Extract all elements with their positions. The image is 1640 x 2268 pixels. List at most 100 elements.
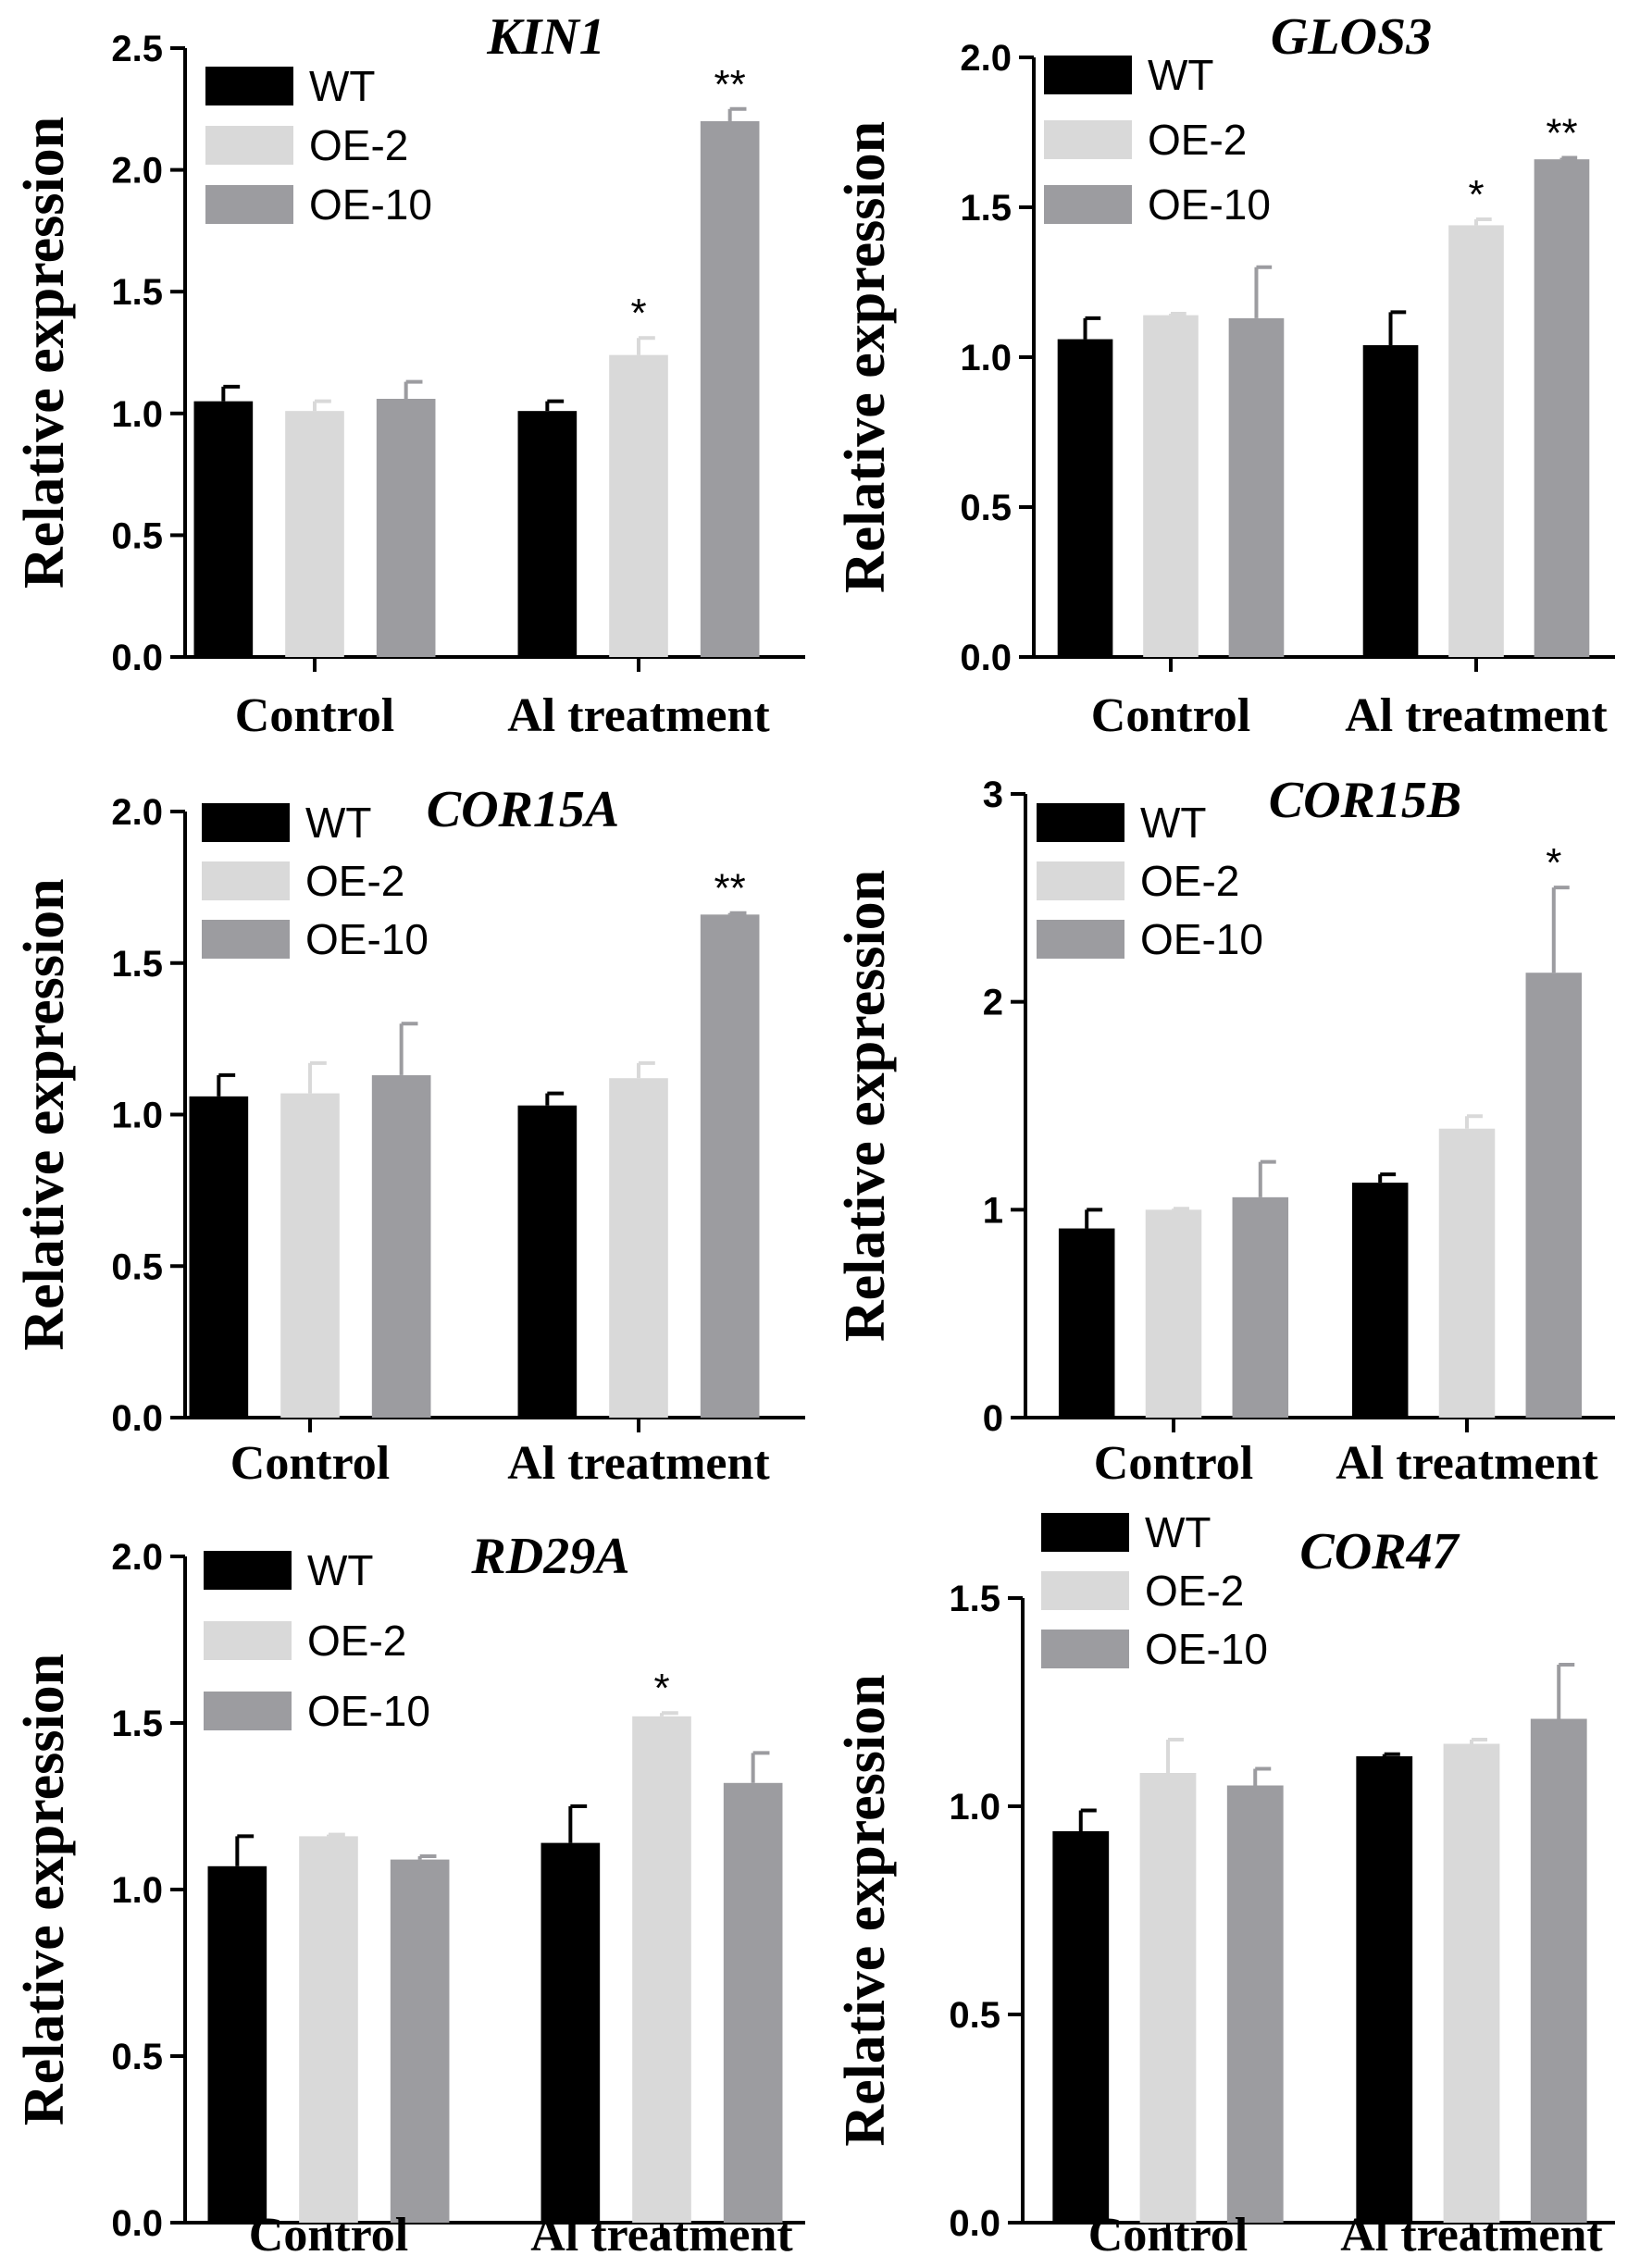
y-tick-label: 1.0 <box>949 1787 1000 1828</box>
legend-label-oe-2: OE-2 <box>1145 1567 1244 1615</box>
legend-swatch-oe-2 <box>1037 861 1124 900</box>
bar-oe-10-control <box>1228 317 1285 657</box>
legend-label-oe-2: OE-2 <box>307 1617 406 1665</box>
y-tick-label: 1.0 <box>960 338 1012 378</box>
bar-wt-control <box>189 1096 249 1418</box>
legend-label-oe-10: OE-10 <box>307 1687 430 1735</box>
bar-oe-2-control <box>1143 315 1199 657</box>
bar-oe-10-control <box>390 1859 450 2223</box>
bar-oe-10-al-treatment <box>700 914 760 1418</box>
bar-wt-al-treatment <box>1351 1183 1409 1418</box>
y-tick-label: 1.5 <box>949 1579 1000 1619</box>
bar-oe-2-control <box>1145 1209 1202 1418</box>
bar-wt-al-treatment <box>540 1842 601 2223</box>
legend-label-wt: WT <box>1145 1508 1211 1556</box>
x-category-label: Al treatment <box>1345 689 1608 742</box>
y-tick-label: 2.0 <box>111 1537 163 1578</box>
legend-label-wt: WT <box>1140 799 1207 847</box>
legend-swatch-oe-2 <box>1044 120 1132 159</box>
y-tick-label: 2 <box>983 983 1003 1023</box>
y-tick-label: 0.0 <box>111 2203 163 2244</box>
x-category-label: Al treatment <box>1336 1437 1598 1490</box>
bar-oe-10-al-treatment <box>723 1782 783 2223</box>
significance-marker: * <box>1546 840 1561 886</box>
legend-label-oe-10: OE-10 <box>309 180 432 229</box>
y-tick-label: 0.5 <box>960 488 1012 528</box>
x-category-label: Al treatment <box>507 689 770 742</box>
bar-wt-control <box>1052 1831 1110 2223</box>
y-tick-label: 2.5 <box>111 29 163 69</box>
legend-swatch-oe-10 <box>204 1692 292 1730</box>
legend-label-oe-10: OE-10 <box>1140 915 1263 963</box>
x-category-label: Control <box>1094 1437 1253 1490</box>
bar-oe-10-control <box>1226 1785 1284 2223</box>
legend-label-oe-2: OE-2 <box>1140 857 1239 905</box>
chart-panel-rd29a: 0.0 0.5 1.0 1.5 2.0 Control * Al treatment RD29A… <box>13 1528 805 2262</box>
bar-wt-control <box>1058 1228 1115 1418</box>
legend-swatch-oe-10 <box>1037 920 1124 959</box>
legend-swatch-wt <box>204 1551 292 1590</box>
bar-oe-2-control <box>1139 1773 1197 2223</box>
legend-swatch-oe-2 <box>205 126 293 165</box>
y-tick-label: 2.0 <box>960 38 1012 79</box>
bar-wt-al-treatment <box>1362 345 1419 657</box>
legend-swatch-oe-10 <box>1041 1630 1129 1668</box>
y-tick-label: 1 <box>983 1190 1003 1231</box>
bar-oe-10-control <box>376 399 436 657</box>
legend-label-oe-10: OE-10 <box>305 915 429 963</box>
chart-title: RD29A <box>470 1528 629 1585</box>
y-tick-label: 1.0 <box>111 1870 163 1911</box>
bar-oe-10-al-treatment <box>1530 1718 1587 2223</box>
bar-oe-10-al-treatment <box>1534 159 1590 657</box>
bar-oe-2-al-treatment <box>609 354 668 657</box>
y-tick-label: 0.0 <box>111 1398 163 1439</box>
chart-title: COR47 <box>1299 1523 1460 1580</box>
significance-marker: * <box>630 291 646 336</box>
legend-swatch-oe-2 <box>202 861 290 900</box>
bar-wt-control <box>193 401 254 657</box>
y-axis-label: Relative expression <box>834 1674 897 2146</box>
legend-swatch-wt <box>1044 56 1132 94</box>
chart-title: GLOS3 <box>1271 8 1432 66</box>
legend-swatch-oe-10 <box>202 920 290 959</box>
y-tick-label: 2.0 <box>111 792 163 833</box>
y-tick-label: 0.5 <box>949 1995 1000 2036</box>
bar-oe-2-al-treatment <box>1448 225 1504 657</box>
chart-title: KIN1 <box>486 8 605 66</box>
bar-wt-al-treatment <box>517 1105 578 1418</box>
bar-oe-2-control <box>299 1836 358 2223</box>
x-category-label: Control <box>1088 2209 1248 2262</box>
y-tick-label: 0.0 <box>949 2203 1000 2244</box>
y-tick-label: 0.0 <box>111 638 163 678</box>
bar-oe-2-al-treatment <box>1438 1128 1496 1418</box>
legend-label-oe-2: OE-2 <box>1148 116 1247 164</box>
bar-oe-2-control <box>280 1093 340 1418</box>
legend-swatch-wt <box>205 67 293 105</box>
chart-panel-cor47: 0.0 0.5 1.0 1.5 Control Al treatment COR47 Rela… <box>834 1508 1615 2262</box>
bar-wt-control <box>207 1865 267 2223</box>
legend-label-wt: WT <box>309 62 376 110</box>
significance-marker: ** <box>714 62 746 107</box>
y-axis-label: Relative expression <box>834 870 897 1342</box>
y-tick-label: 0.5 <box>111 1246 163 1287</box>
bar-wt-control <box>1057 339 1113 657</box>
y-tick-label: 1.5 <box>111 944 163 985</box>
x-category-label: Control <box>1091 689 1250 742</box>
y-tick-label: 1.0 <box>111 1096 163 1136</box>
significance-marker: ** <box>1546 111 1577 156</box>
legend-swatch-oe-2 <box>1041 1571 1129 1610</box>
chart-panel-cor15b: 0 1 2 3 Control * Al treatment COR15B Relative e… <box>834 772 1615 1490</box>
legend-swatch-oe-2 <box>204 1621 292 1660</box>
chart-title: COR15B <box>1269 772 1462 829</box>
x-category-label: Control <box>230 1437 390 1490</box>
legend-swatch-oe-10 <box>205 185 293 224</box>
legend-label-oe-2: OE-2 <box>305 857 404 905</box>
x-category-label: Al treatment <box>1340 2209 1603 2262</box>
legend-label-wt: WT <box>1148 51 1214 99</box>
x-category-label: Control <box>235 689 394 742</box>
chart-title: COR15A <box>427 781 620 838</box>
significance-marker: * <box>1468 172 1484 217</box>
y-tick-label: 1.5 <box>111 272 163 313</box>
